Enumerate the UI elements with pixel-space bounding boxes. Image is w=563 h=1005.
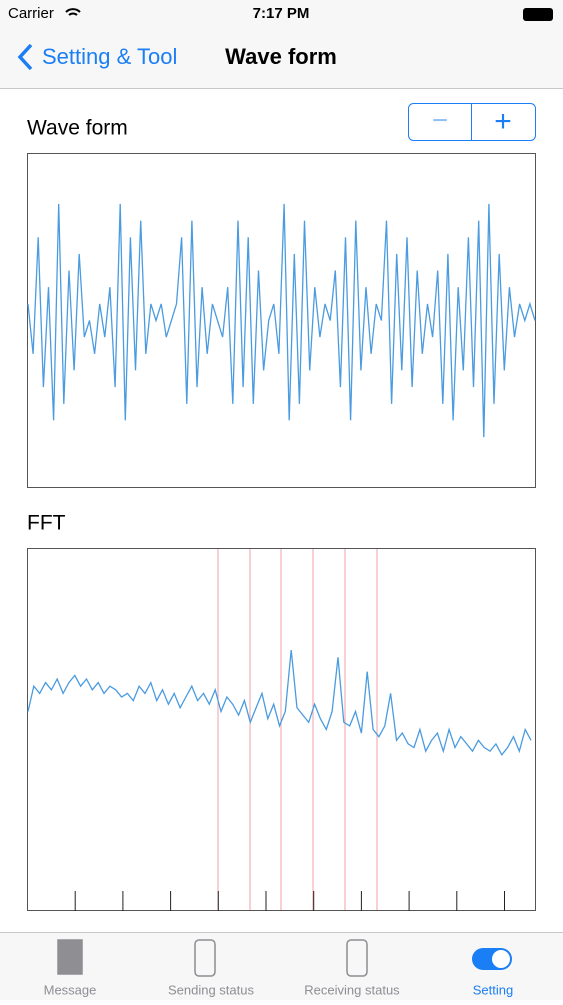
tab-label[interactable]: Sending status — [168, 982, 255, 997]
wave-label: Wave form — [27, 117, 128, 140]
message-icon — [57, 939, 83, 975]
fft-line — [27, 650, 532, 756]
stepper-minus[interactable]: − — [432, 104, 448, 135]
sending-icon — [194, 939, 216, 977]
receiving-icon — [346, 939, 368, 977]
battery — [523, 8, 553, 21]
wifi-icon — [65, 8, 81, 16]
wave-line — [27, 203, 536, 438]
toggle-knob — [492, 950, 510, 968]
carrier: Carrier — [8, 5, 54, 22]
fft-label: FFT — [27, 512, 66, 535]
tab-label[interactable]: Setting — [473, 982, 513, 997]
fft-markers — [74, 549, 505, 911]
back-chevron[interactable] — [17, 43, 33, 71]
tab-label[interactable]: Receiving status — [304, 982, 400, 997]
tab-icons — [57, 939, 512, 977]
fft-frame — [27, 548, 536, 911]
tab-bar — [0, 932, 563, 1000]
stepper-plus[interactable]: + — [494, 105, 512, 138]
tab-label[interactable]: Message — [44, 982, 97, 997]
wave-frame — [27, 153, 536, 488]
time: 7:17 PM — [253, 5, 310, 22]
back-button[interactable]: Setting & Tool — [42, 44, 177, 69]
top-bar — [0, 0, 563, 88]
nav-title: Wave form — [225, 44, 337, 69]
